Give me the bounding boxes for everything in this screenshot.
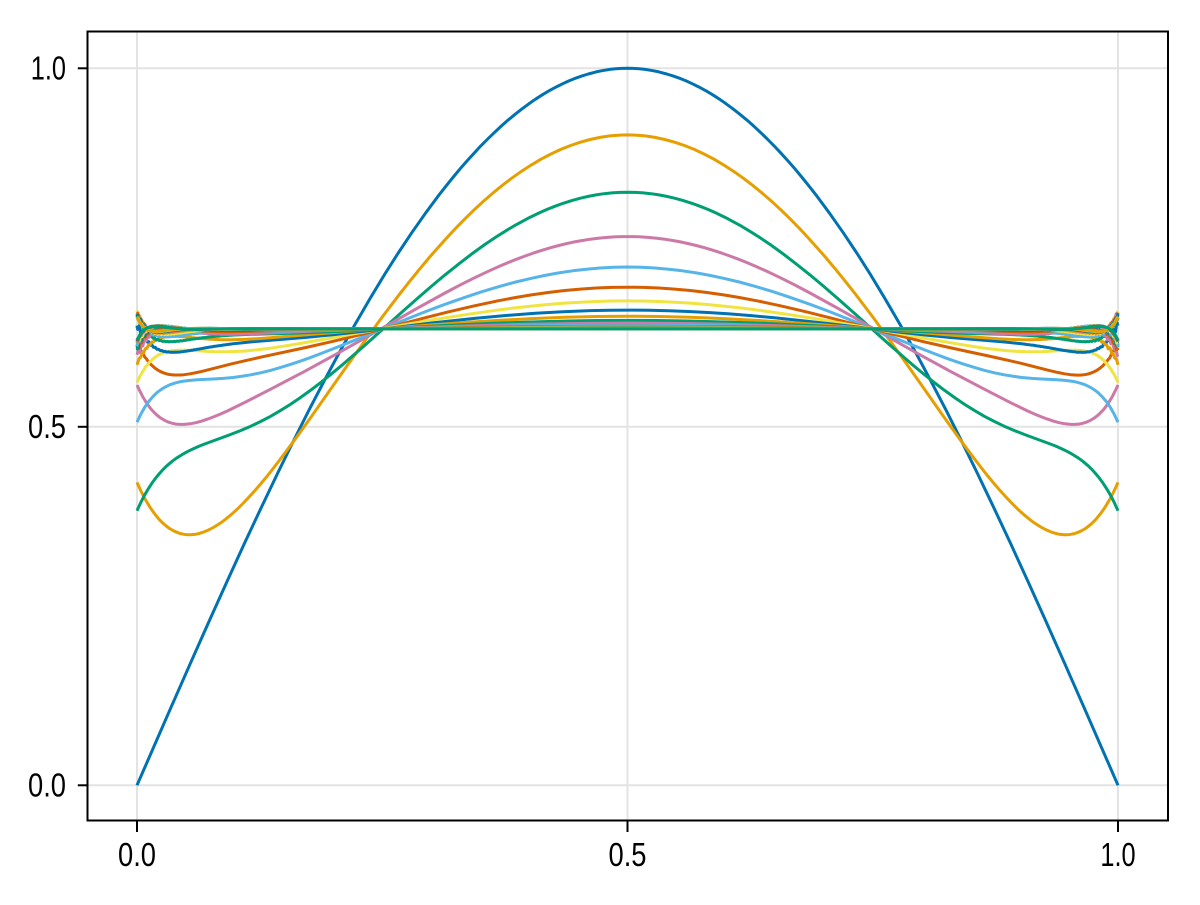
svg-text:1.0: 1.0	[31, 50, 66, 87]
svg-text:1.0: 1.0	[1100, 836, 1135, 873]
svg-text:0.5: 0.5	[28, 408, 66, 445]
svg-text:0.5: 0.5	[609, 836, 647, 873]
svg-text:0.0: 0.0	[118, 836, 156, 873]
svg-text:0.0: 0.0	[28, 767, 66, 804]
